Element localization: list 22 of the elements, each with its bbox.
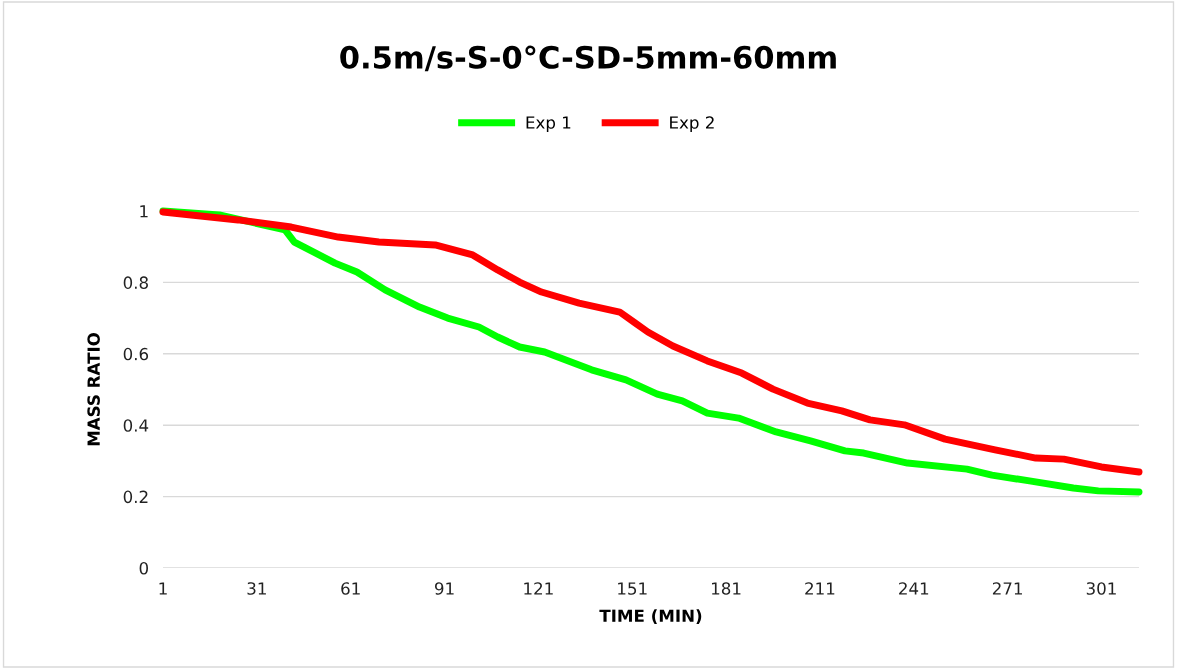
legend-label: Exp 2 [670,116,714,133]
x-tick-label: 31 [247,582,266,595]
chart-title: 0.5m/s-S-0°C-SD-5mm-60mm [340,45,836,72]
y-tick-label: 0 [139,561,148,575]
y-tick-label: 0.6 [123,347,149,361]
x-tick-label: 61 [341,582,360,595]
x-tick-label: 271 [992,582,1022,595]
x-tick-label: 1 [159,582,167,595]
legend-label: Exp 1 [526,116,571,133]
x-tick-label: 181 [712,582,741,595]
y-tick-label: 1 [140,205,148,218]
x-tick-label: 211 [805,582,835,595]
y-tick-label: 0.8 [123,276,148,289]
y-tick-label: 0.2 [123,490,148,504]
x-tick-label: 301 [1086,582,1116,595]
x-tick-label: 121 [524,582,553,595]
y-axis-title: MASS RATIO [87,332,100,446]
x-tick-label: 241 [899,582,929,595]
y-tick-label: 0.4 [123,419,149,432]
x-axis-title: TIME (MIN) [599,609,702,624]
x-tick-label: 151 [618,582,647,595]
x-tick-label: 91 [434,582,454,595]
